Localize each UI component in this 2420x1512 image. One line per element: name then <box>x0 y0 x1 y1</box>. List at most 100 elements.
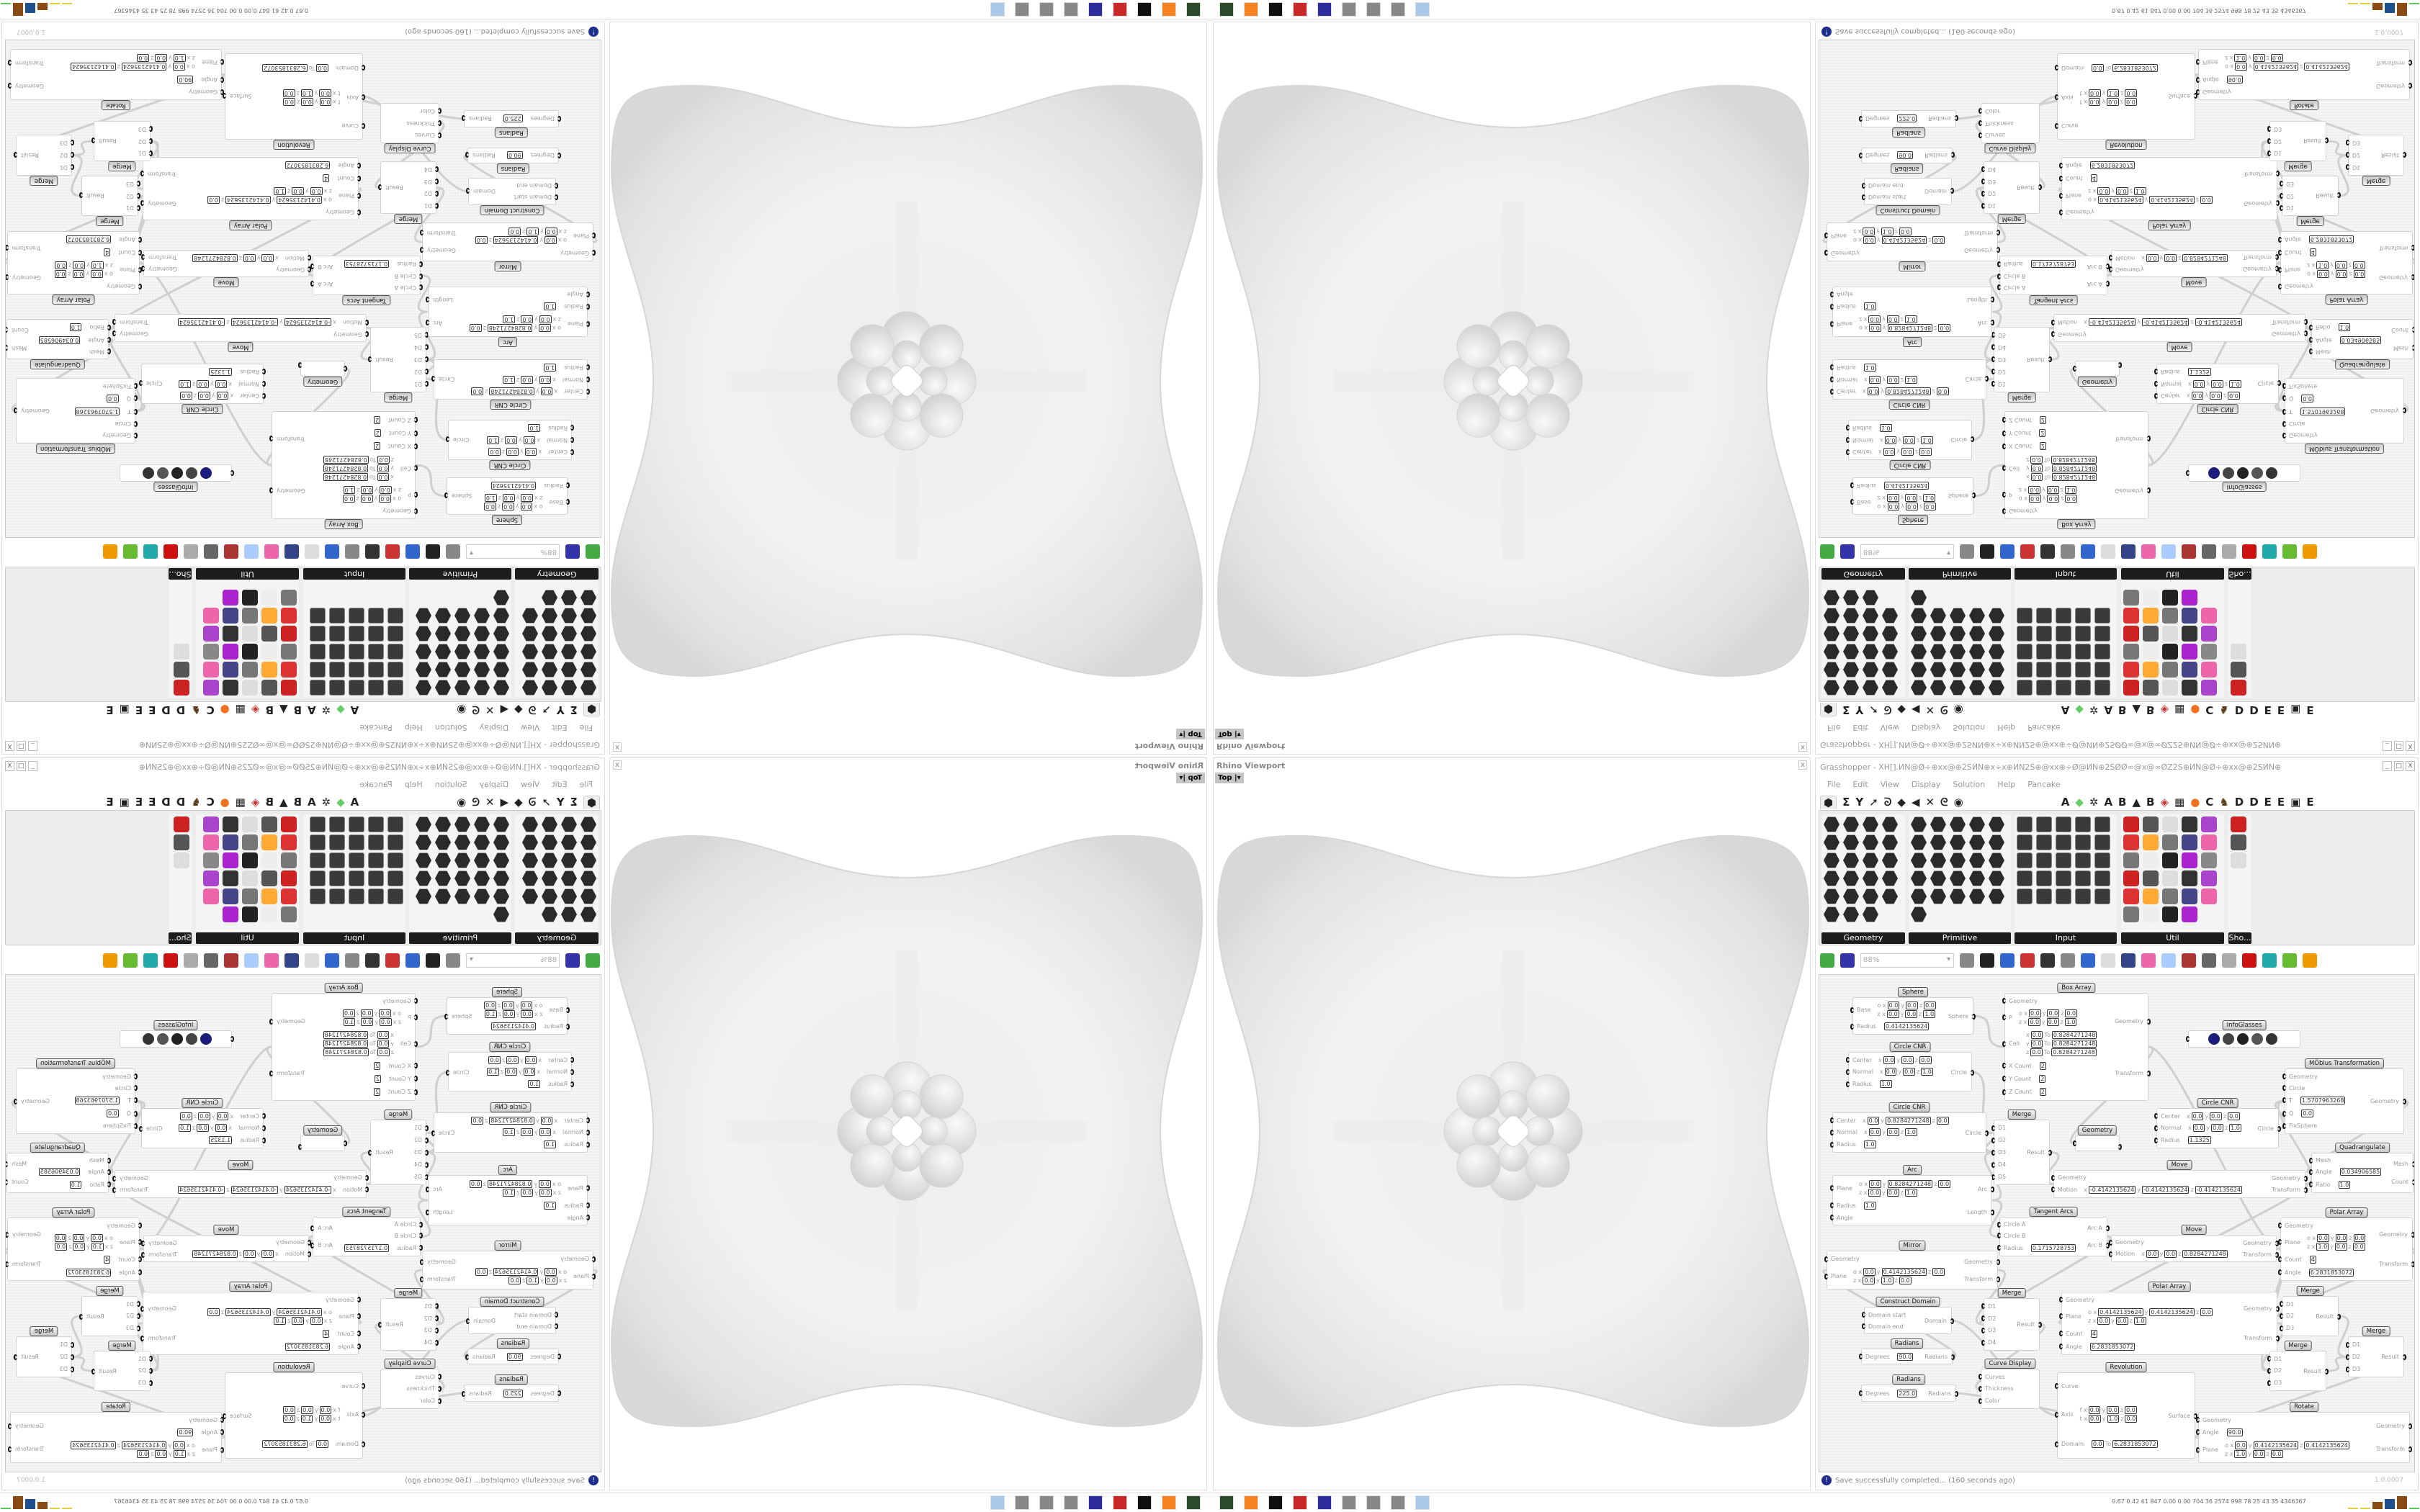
value-field[interactable]: 0.0 <box>2092 63 2104 72</box>
output-port[interactable] <box>1950 1318 1954 1324</box>
input-port[interactable] <box>365 319 369 325</box>
component-icon[interactable] <box>1989 870 2004 886</box>
component-icon[interactable] <box>2182 680 2197 696</box>
component-icon[interactable] <box>310 608 326 624</box>
value-field[interactable]: 0.0 <box>173 62 185 71</box>
input-param[interactable]: D3 <box>1991 356 2006 363</box>
component-icon[interactable] <box>242 888 258 904</box>
component-icon[interactable] <box>561 590 577 606</box>
value-field[interactable]: 0.0 <box>1886 494 1899 502</box>
value-field[interactable]: 0.0 <box>544 236 557 244</box>
value-field[interactable]: 6.2831853072 <box>2112 63 2158 72</box>
wire[interactable] <box>2326 1356 2349 1372</box>
output-port[interactable] <box>8 1446 12 1453</box>
input-port[interactable] <box>2278 1239 2282 1245</box>
input-param[interactable]: Circle B <box>344 273 423 279</box>
input-port[interactable] <box>107 1157 111 1164</box>
input-param[interactable]: Mesh <box>39 348 111 355</box>
component-icon[interactable] <box>2143 834 2159 850</box>
value-field[interactable]: 4 <box>323 174 330 183</box>
component-icon[interactable] <box>581 644 596 660</box>
component-icon[interactable] <box>1911 608 1927 624</box>
wire[interactable] <box>1989 274 2003 313</box>
red-cube-icon[interactable] <box>2222 544 2236 559</box>
component-title[interactable]: Rotate <box>102 1402 130 1412</box>
value-field[interactable]: 0.0 <box>155 1450 168 1459</box>
new-file-icon[interactable] <box>586 544 600 559</box>
input-param[interactable]: Count 4 <box>2278 1255 2365 1264</box>
input-port[interactable] <box>2002 430 2006 436</box>
component-icon[interactable] <box>2056 608 2071 624</box>
component-title[interactable]: Box Array <box>2057 983 2096 993</box>
component-icon[interactable] <box>203 816 219 832</box>
value-field[interactable]: 0.4142135624 <box>1883 482 1930 490</box>
component-icon[interactable] <box>261 906 277 922</box>
input-param[interactable]: Q 0.0 <box>75 1110 138 1118</box>
input-param[interactable]: FixSphere <box>2282 1122 2345 1129</box>
input-port[interactable] <box>1862 194 1865 200</box>
component-title[interactable]: Box Array <box>2057 519 2096 529</box>
component-icon[interactable] <box>542 662 557 678</box>
input-port[interactable] <box>586 1202 590 1208</box>
tab-icon[interactable]: ᘓ <box>1940 796 1948 809</box>
gh-component-tangent-arcs[interactable]: Tangent Arcs Circle A Circle B Radius 0.1715… <box>1997 256 2110 305</box>
value-field[interactable]: 0.0 <box>521 1010 534 1018</box>
input-param[interactable]: D1 <box>138 150 153 156</box>
value-field[interactable]: 0.0 <box>379 1017 392 1026</box>
output-param[interactable]: Transform <box>2272 318 2308 325</box>
input-param[interactable]: Base o x 0.0 y 0.0 z 0.0 z x 0.0 y 0.0 z 1.0 <box>1850 1002 1936 1018</box>
input-port[interactable] <box>586 1215 590 1220</box>
gh-canvas[interactable]: Sphere Base o x 0.0 y 0.0 z 0.0 z x 0.0 y 0.0 z 1.0 Ra… <box>5 40 601 538</box>
component-icon[interactable] <box>1950 626 1966 642</box>
output-param[interactable]: Geometry <box>5 1231 41 1238</box>
component-icon[interactable] <box>1930 626 1946 642</box>
component-title[interactable]: Move <box>2166 342 2192 352</box>
component-icon[interactable] <box>581 680 596 696</box>
gh-component-circle-cnr[interactable]: Circle CNR Center x 0.0 y 0.0 z 0.0 Normal x 0.0 y 0… <box>1846 1042 1974 1092</box>
input-port[interactable] <box>2002 491 2006 498</box>
input-param[interactable]: Angle 90.0 <box>2196 1428 2349 1436</box>
component-icon[interactable] <box>2123 680 2139 696</box>
component-title[interactable]: Radians <box>1892 1374 1925 1385</box>
output-param[interactable]: Length <box>1967 297 1994 304</box>
input-param[interactable]: D3 <box>2346 140 2360 146</box>
gh-component-quadrangulate[interactable]: Quadrangulate Mesh Angle 0.034906585 Ratio 1.… <box>5 319 111 369</box>
input-param[interactable]: D4 <box>1981 166 1996 173</box>
component-icon[interactable] <box>581 870 596 886</box>
input-param[interactable]: D5 <box>414 332 429 338</box>
input-param[interactable]: Radius 0.1715728753 <box>344 1243 423 1252</box>
component-title[interactable]: Polar Array <box>2148 1282 2191 1292</box>
value-field[interactable]: 1.0 <box>487 1068 499 1076</box>
component-title[interactable]: Circle CNR <box>2197 1098 2238 1108</box>
component-icon[interactable] <box>2094 608 2110 624</box>
output-param[interactable]: Result <box>2381 1354 2406 1360</box>
value-field[interactable]: 1.0 <box>1879 1080 1892 1089</box>
wire[interactable] <box>71 140 94 156</box>
output-param[interactable]: Geometry <box>2370 408 2406 414</box>
output-param[interactable]: Arc A <box>2087 1225 2110 1231</box>
gh-component-merge[interactable]: Merge D1 D2 D3 Result <box>79 176 140 226</box>
component-icon[interactable] <box>368 644 384 660</box>
component-icon[interactable] <box>281 888 297 904</box>
output-param[interactable]: Geometry <box>1964 1259 2000 1265</box>
tab-icon[interactable]: ➚ <box>542 796 551 809</box>
input-port[interactable] <box>2002 443 2006 449</box>
component-icon[interactable] <box>1843 816 1859 832</box>
input-param[interactable]: Cell x 0.0 To 0.8284271248 y 0.0 To 0.8284271248… <box>2002 455 2097 481</box>
component-title[interactable]: Circle CNR <box>1889 460 1931 470</box>
component-icon[interactable] <box>261 680 277 696</box>
output-port[interactable] <box>378 1322 382 1328</box>
component-icon[interactable] <box>2094 662 2110 678</box>
wire[interactable] <box>71 1356 94 1372</box>
input-param[interactable]: Motion x 0.0 y 0.0 z 0.8284271248 <box>2109 1250 2228 1258</box>
component-icon[interactable] <box>1863 870 1878 886</box>
output-port[interactable] <box>141 1251 145 1258</box>
component-icon[interactable] <box>474 626 490 642</box>
component-title[interactable]: Move <box>2166 1160 2192 1170</box>
value-field[interactable]: 0.4142135624 <box>1881 236 1927 244</box>
menu-help[interactable]: Help <box>1997 723 2016 732</box>
component-title[interactable]: Move <box>213 1225 239 1235</box>
value-field[interactable]: 6.2831853072 <box>284 1342 331 1351</box>
component-title[interactable]: Mirror <box>494 261 521 271</box>
